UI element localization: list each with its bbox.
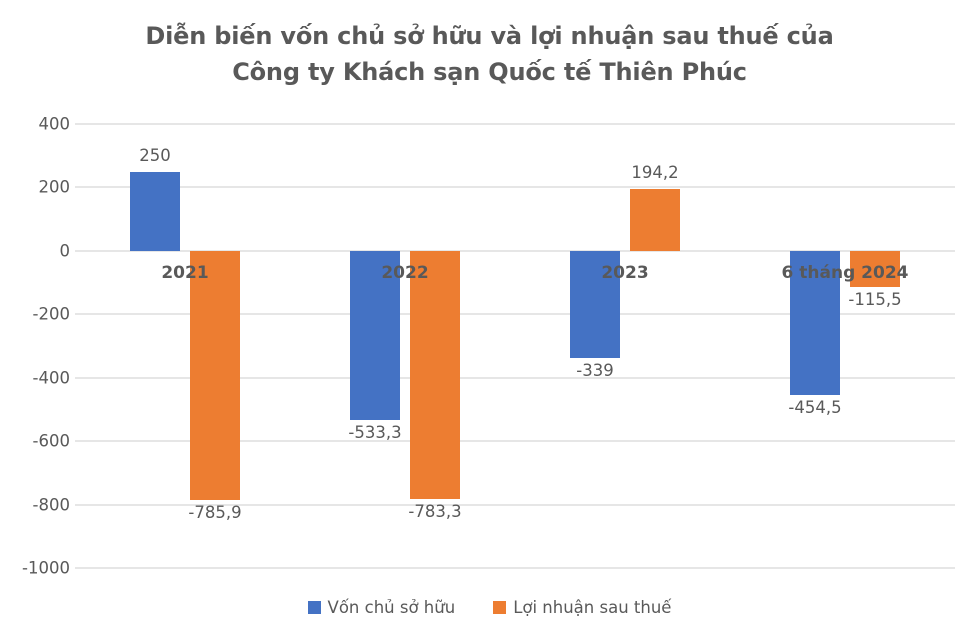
data-label: -533,3 [348, 422, 402, 442]
data-label: -785,9 [188, 503, 242, 523]
gridline [75, 567, 955, 569]
chart-title-line-1: Diễn biến vốn chủ sở hữu và lợi nhuận sa… [145, 22, 834, 50]
category-label-0: 2021 [161, 262, 209, 283]
y-axis: 400 200 0 -200 -400 -600 -800 -1000 [0, 115, 71, 578]
data-label: -783,3 [408, 502, 462, 522]
plot-area: 250 -785,9 2021 -533,3 -783,3 2022 -339 194,2 20… [75, 123, 955, 569]
legend-label-profit: Lợi nhuận sau thuế [513, 598, 672, 617]
gridline [75, 186, 955, 189]
y-axis-tick-label: -800 [32, 495, 70, 515]
gridline [75, 376, 955, 379]
y-axis-tick-label: -1000 [22, 558, 70, 578]
bar-profit-3[interactable] [850, 250, 900, 288]
y-axis-tick-label: -200 [32, 304, 70, 324]
data-label: 250 [139, 145, 171, 165]
gridline [75, 440, 955, 443]
legend-item-profit[interactable]: Lợi nhuận sau thuế [493, 598, 671, 617]
bar-equity-2[interactable] [570, 250, 620, 359]
data-label: -115,5 [848, 290, 902, 310]
y-axis-tick-label: 200 [38, 177, 71, 197]
gridline [75, 313, 955, 316]
category-label-3: 6 tháng 2024 [781, 262, 909, 283]
y-axis-tick-label: -600 [32, 431, 70, 451]
bar-profit-2[interactable] [630, 189, 680, 251]
y-axis-tick-label: 400 [38, 114, 71, 134]
category-label-2: 2023 [601, 262, 649, 283]
gridline [75, 249, 955, 252]
data-label: -454,5 [788, 397, 842, 417]
y-axis-tick-label: -400 [32, 368, 70, 388]
bar-profit-0[interactable] [190, 250, 240, 501]
bar-equity-3[interactable] [790, 250, 840, 395]
data-label: -339 [576, 361, 614, 381]
bar-equity-0[interactable] [130, 171, 180, 251]
category-label-1: 2022 [381, 262, 429, 283]
bar-profit-1[interactable] [410, 250, 460, 500]
bar-equity-1[interactable] [350, 250, 400, 420]
gridline [75, 503, 955, 506]
legend-swatch-equity [307, 601, 321, 614]
chart-legend: Vốn chủ sở hữu Lợi nhuận sau thuế [0, 598, 979, 617]
y-axis-tick-label: 0 [59, 241, 71, 261]
legend-label-equity: Vốn chủ sở hữu [327, 598, 456, 617]
data-label: 194,2 [631, 163, 679, 183]
legend-item-equity[interactable]: Vốn chủ sở hữu [307, 598, 456, 617]
chart-title-line-2: Công ty Khách sạn Quốc tế Thiên Phúc [232, 58, 747, 86]
gridline [75, 123, 955, 125]
legend-swatch-profit [493, 601, 507, 614]
chart-title: Diễn biến vốn chủ sở hữu và lợi nhuận sa… [0, 18, 979, 90]
